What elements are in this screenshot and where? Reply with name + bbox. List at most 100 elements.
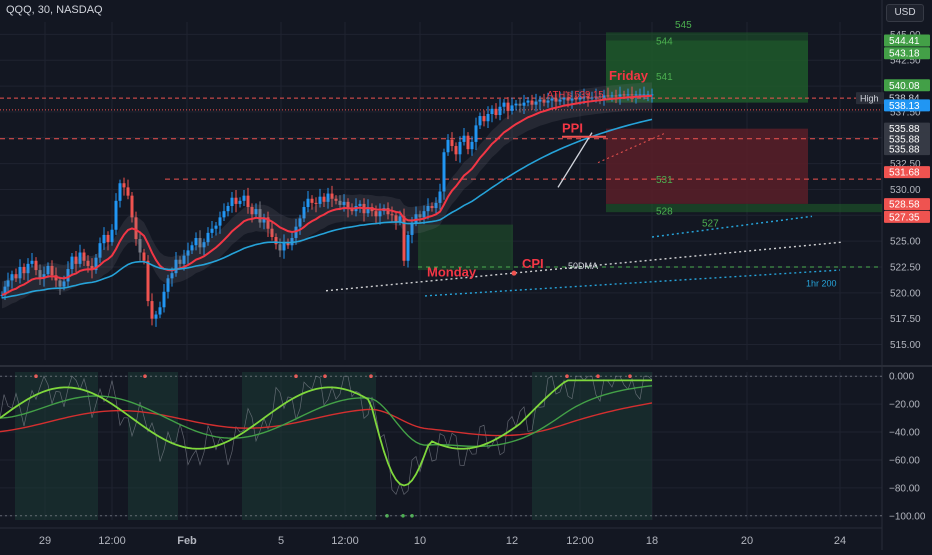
candle-body bbox=[42, 274, 46, 279]
candle-body bbox=[170, 273, 174, 279]
candle-body bbox=[190, 245, 194, 251]
candle-body bbox=[298, 218, 302, 227]
candle-body bbox=[122, 183, 126, 188]
price-tag bbox=[884, 210, 930, 223]
candle-body bbox=[406, 234, 410, 261]
cpi-marker bbox=[511, 270, 517, 276]
candle-body bbox=[46, 265, 50, 275]
price-tag-label: 538.13 bbox=[889, 101, 920, 112]
candle-body bbox=[438, 191, 442, 203]
price-tag-label: 527.35 bbox=[889, 212, 920, 223]
annotation-label: 1hr 200 bbox=[806, 279, 837, 289]
candle-body bbox=[22, 266, 26, 274]
candles bbox=[0, 86, 654, 327]
price-tag bbox=[884, 79, 930, 92]
candle-body bbox=[3, 286, 7, 295]
candle-body bbox=[498, 106, 502, 116]
candle-body bbox=[574, 98, 578, 100]
candle-body bbox=[526, 100, 530, 103]
candle-body bbox=[314, 202, 318, 204]
candle-body bbox=[534, 101, 538, 105]
candle-body bbox=[490, 108, 494, 114]
candle-body bbox=[206, 232, 210, 243]
candle-body bbox=[274, 236, 278, 245]
level-label: 528 bbox=[656, 206, 673, 217]
time-tick-label: 5 bbox=[278, 535, 284, 547]
candle-body bbox=[218, 217, 222, 226]
osc-tick-label: −80.00 bbox=[889, 483, 920, 494]
candle-body bbox=[446, 139, 450, 153]
osc-zone bbox=[242, 372, 376, 520]
price-tag bbox=[884, 122, 930, 135]
candle-body bbox=[442, 152, 446, 192]
dotted-red-trend bbox=[597, 133, 665, 164]
candle-body bbox=[542, 99, 546, 103]
price-tag-label: 544.41 bbox=[889, 36, 920, 47]
time-axis: 29 12:00 Feb 5 12:00 10 12 12:00 18 20 24 bbox=[39, 535, 846, 547]
time-tick-label: 29 bbox=[39, 535, 51, 547]
level-label: 541 bbox=[656, 72, 673, 83]
currency-button[interactable]: USD bbox=[886, 4, 924, 22]
candle-body bbox=[450, 139, 454, 147]
symbol-label[interactable]: QQQ, 30, NASDAQ bbox=[6, 4, 103, 16]
price-tag-label: 528.58 bbox=[889, 200, 920, 211]
candle-body bbox=[350, 209, 354, 212]
osc-raw-line bbox=[0, 375, 653, 496]
candle-body bbox=[30, 260, 34, 264]
price-tag-label: 535.88 bbox=[889, 145, 920, 156]
candle-body bbox=[90, 265, 94, 271]
candle-body bbox=[10, 274, 14, 281]
candle-body bbox=[182, 255, 186, 264]
candle-body bbox=[502, 102, 506, 107]
candle-body bbox=[558, 99, 562, 102]
candle-body bbox=[254, 209, 258, 215]
time-tick-label: 12:00 bbox=[331, 535, 359, 547]
price-tick-label: 542.50 bbox=[890, 56, 921, 67]
high-tag bbox=[856, 92, 884, 105]
ppi-trend-line bbox=[557, 132, 593, 188]
candle-body bbox=[234, 197, 238, 204]
candle-body bbox=[34, 260, 38, 271]
candle-body bbox=[506, 102, 510, 111]
price-tag-label: 543.18 bbox=[889, 49, 920, 60]
candle-body bbox=[330, 193, 334, 199]
price-axis: 545.00542.50540.00537.50535.00532.50530.… bbox=[856, 30, 930, 522]
osc-zone bbox=[128, 372, 178, 520]
candle-body bbox=[470, 141, 474, 150]
candle-body bbox=[426, 205, 430, 212]
candle-body bbox=[618, 94, 622, 97]
candle-body bbox=[66, 269, 70, 282]
candle-body bbox=[626, 94, 630, 96]
candle-body bbox=[422, 211, 426, 218]
candle-body bbox=[174, 259, 178, 274]
time-tick-label: 10 bbox=[414, 535, 426, 547]
candle-body bbox=[246, 195, 250, 208]
candle-body bbox=[78, 252, 82, 264]
candle-body bbox=[214, 225, 218, 229]
osc-fast-line bbox=[0, 379, 652, 487]
candle-body bbox=[50, 265, 54, 276]
candle-body bbox=[554, 98, 558, 102]
price-tick-label: 530.00 bbox=[890, 185, 921, 196]
candle-body bbox=[258, 209, 262, 223]
candle-body bbox=[242, 195, 246, 201]
candle-body bbox=[302, 207, 306, 219]
candle-body bbox=[482, 116, 486, 122]
candle-body bbox=[266, 217, 270, 229]
candle-body bbox=[6, 280, 10, 287]
candle-body bbox=[634, 94, 638, 96]
candle-body bbox=[338, 200, 342, 205]
ema-line bbox=[1, 94, 653, 296]
price-tag bbox=[884, 34, 930, 47]
candle-body bbox=[194, 238, 198, 246]
candle-body bbox=[610, 95, 614, 97]
candle-body bbox=[294, 226, 298, 239]
candle-body bbox=[590, 97, 594, 99]
candle-body bbox=[402, 216, 406, 261]
candle-body bbox=[398, 216, 402, 222]
price-tag-label: 531.68 bbox=[889, 168, 920, 179]
time-tick-label: 12:00 bbox=[566, 535, 594, 547]
candle-body bbox=[186, 250, 190, 256]
